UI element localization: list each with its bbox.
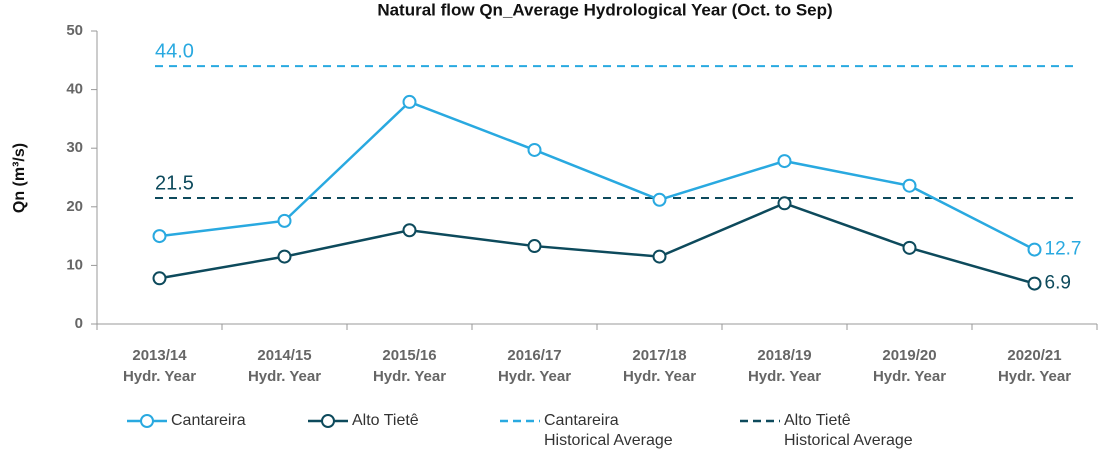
x-tick-label: 2019/20: [882, 347, 936, 364]
x-tick-label: Hydr. Year: [248, 368, 321, 385]
point: [402, 223, 417, 238]
y-tick-label: 40: [66, 81, 83, 98]
x-tick-label: 2018/19: [757, 347, 811, 364]
x-tick-label: Hydr. Year: [623, 368, 696, 385]
x-tick-label: Hydr. Year: [123, 368, 196, 385]
legend-marker: [140, 414, 154, 428]
legend-label: Historical Average: [784, 432, 913, 449]
x-tick-label: 2014/15: [257, 347, 311, 364]
y-axis-label: Qn (m³/s): [11, 143, 28, 213]
x-tick-label: 2015/16: [382, 347, 436, 364]
series-line: [159, 100, 1036, 251]
x-tick-label: Hydr. Year: [873, 368, 946, 385]
x-tick-label: 2013/14: [132, 347, 187, 364]
legend-label: Historical Average: [544, 432, 673, 449]
point: [902, 178, 917, 193]
legend-label: Alto Tietê: [352, 412, 419, 429]
x-tick-label: 2020/21: [1007, 347, 1061, 364]
point: [152, 271, 167, 286]
x-tick-label: Hydr. Year: [373, 368, 446, 385]
point: [652, 192, 667, 207]
point: [902, 240, 917, 255]
point: [652, 249, 667, 264]
point: [402, 94, 417, 109]
x-tick-label: Hydr. Year: [498, 368, 571, 385]
x-tick-label: 2016/17: [507, 347, 561, 364]
legend-label: Cantareira: [544, 412, 619, 429]
point: [152, 229, 167, 244]
legend-label: Cantareira: [171, 412, 246, 429]
data-label: 12.7: [1045, 239, 1082, 260]
legend-marker: [321, 414, 335, 428]
series-line: [159, 201, 1035, 285]
y-tick-label: 20: [66, 198, 83, 215]
y-tick-label: 10: [66, 256, 83, 273]
reference-label: 44.0: [155, 40, 194, 62]
y-tick-label: 0: [75, 315, 83, 332]
point: [777, 154, 792, 169]
x-tick-label: Hydr. Year: [998, 368, 1071, 385]
y-tick-label: 30: [66, 139, 83, 156]
point: [1027, 276, 1042, 291]
point: [527, 239, 542, 254]
point: [1027, 242, 1042, 257]
reference-label: 21.5: [155, 172, 194, 194]
point: [527, 142, 542, 157]
x-tick-label: Hydr. Year: [748, 368, 821, 385]
point: [777, 196, 792, 211]
legend-label: Alto Tietê: [784, 412, 851, 429]
chart-title: Natural flow Qn_Average Hydrological Yea…: [377, 0, 832, 19]
x-tick-label: 2017/18: [632, 347, 686, 364]
point: [277, 213, 292, 228]
data-label: 6.9: [1045, 273, 1071, 294]
y-tick-label: 50: [66, 22, 83, 39]
point: [277, 249, 292, 264]
